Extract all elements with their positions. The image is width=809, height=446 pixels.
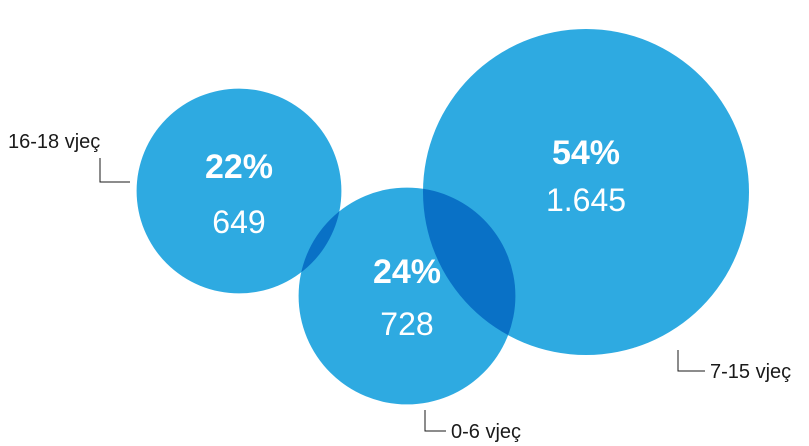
bubble-count-label-2: 1.645 [546, 182, 626, 218]
bubbles-layer [136, 29, 749, 405]
leader-line-0 [99, 158, 130, 183]
labels-layer: 22% 649 16-18 vjeç 24% 728 0-6 vjeç 54% 1.645 7-… [8, 131, 791, 443]
category-label-0: 16-18 vjeç [8, 131, 100, 153]
leader-line-1 [424, 410, 446, 432]
bubble-percent-label-2: 54% [552, 134, 620, 172]
category-label-2: 7-15 vjeç [710, 361, 791, 383]
bubble-percent-label-1: 24% [373, 253, 441, 291]
bubble-0 [136, 88, 342, 294]
bubble-2 [423, 29, 749, 355]
bubble-percent-label-0: 22% [205, 148, 273, 186]
bubble-count-label-0: 649 [212, 204, 265, 240]
bubble-count-label-1: 728 [380, 306, 433, 342]
leader-line-2 [677, 350, 705, 372]
category-label-1: 0-6 vjeç [451, 421, 521, 443]
